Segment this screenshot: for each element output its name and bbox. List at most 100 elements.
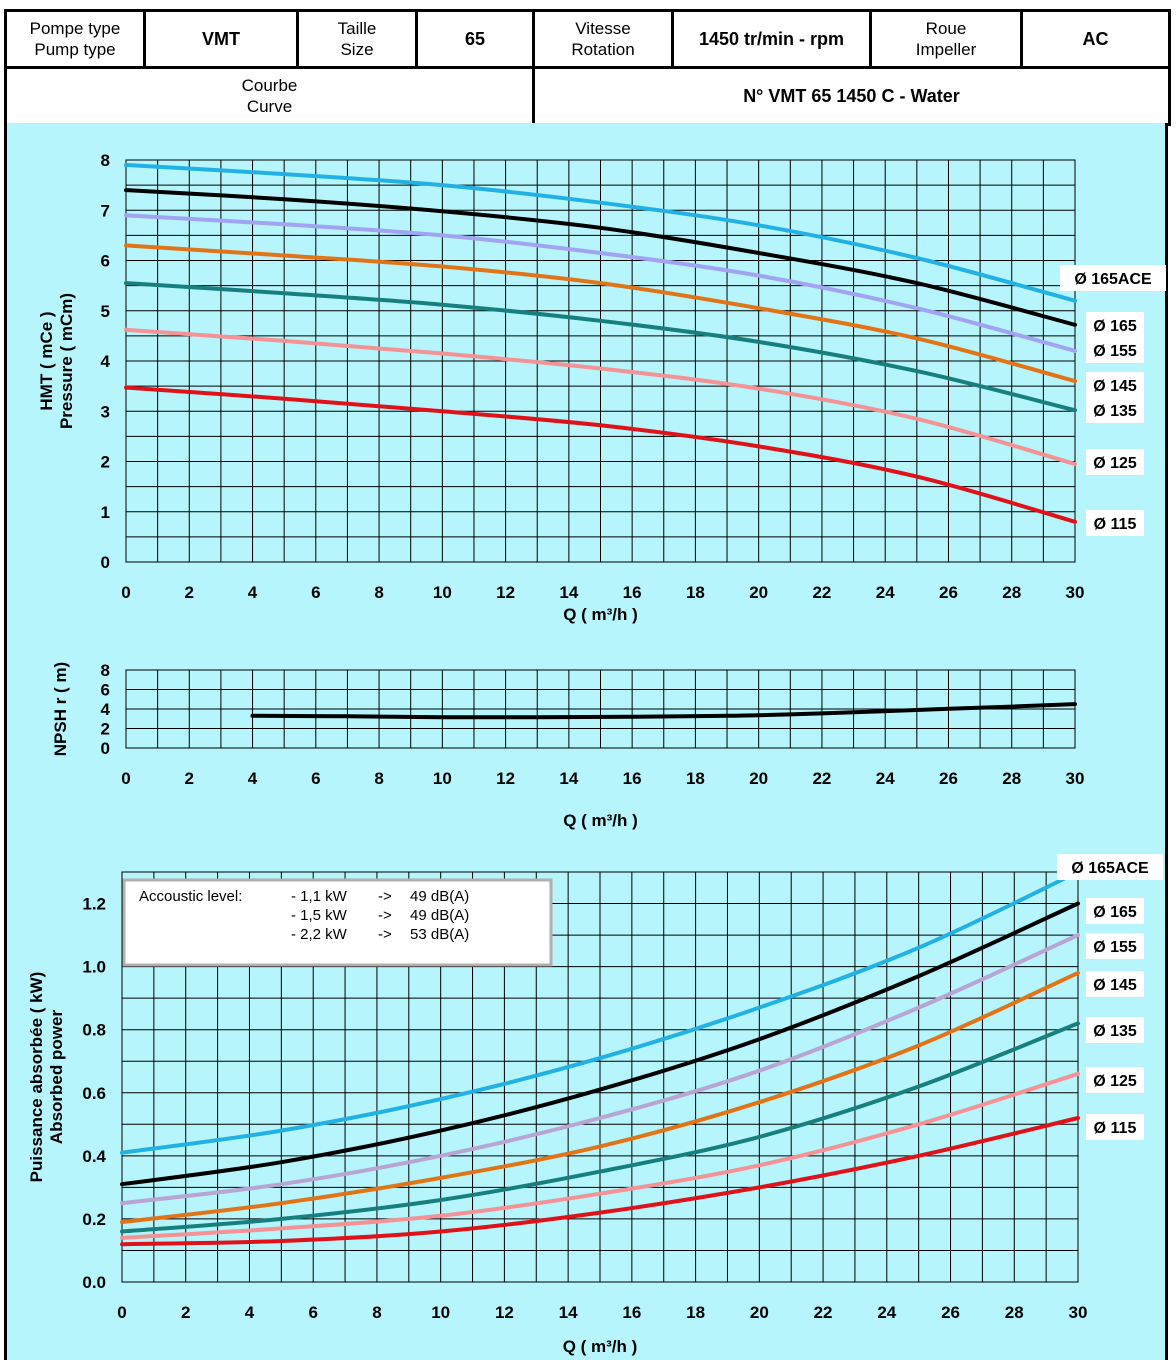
acoustic-row-level: 53 dB(A) (410, 926, 469, 943)
hmt-legend-125: Ø 125 (1086, 449, 1144, 475)
power-x-tick-label: 26 (941, 1303, 960, 1322)
hmt-legend-165ace: Ø 165ACE (1060, 265, 1166, 291)
power-legend-label: Ø 135 (1093, 1023, 1137, 1040)
power-legend-125: Ø 125 (1086, 1067, 1144, 1093)
npsh-x-tick-label: 0 (121, 769, 130, 788)
hmt-legend-box (1086, 337, 1144, 363)
npsh-x-tick-label: 22 (812, 769, 831, 788)
power-legend-box (1086, 1017, 1144, 1043)
npsh-x-tick-label: 10 (433, 769, 452, 788)
hmt-legend-label: Ø 145 (1093, 378, 1137, 395)
power-x-tick-label: 28 (1005, 1303, 1024, 1322)
power-legend-box (1086, 1114, 1144, 1140)
power-legend-165: Ø 165 (1086, 898, 1144, 924)
hmt-legend-box (1086, 397, 1144, 423)
acoustic-level-title: Accoustic level: (139, 888, 242, 905)
hmt-x-tick-label: 4 (248, 583, 258, 602)
power-x-tick-label: 14 (559, 1303, 578, 1322)
power-series-165ace (120, 870, 1080, 1155)
hmt-legend-box (1086, 372, 1144, 398)
power-series-155 (120, 933, 1080, 1206)
hmt-x-tick-label: 0 (121, 583, 130, 602)
hmt-series-125 (124, 327, 1077, 466)
power-series-125 (120, 1071, 1080, 1240)
power-x-axis-label: Q ( m³/h ) (563, 1337, 638, 1356)
npsh-x-tick-label: 14 (559, 769, 578, 788)
power-y-tick-label: 1.2 (82, 895, 106, 914)
power-legend-115: Ø 115 (1086, 1114, 1144, 1140)
hmt-x-tick-label: 22 (812, 583, 831, 602)
hmt-legend-label: Ø 125 (1093, 455, 1137, 472)
acoustic-level-box: Accoustic level: - 1,1 kW -> 49 dB(A) - 1,5 … (122, 878, 553, 967)
hmt-x-tick-label: 12 (496, 583, 515, 602)
hmt-x-tick-label: 20 (749, 583, 768, 602)
power-x-tick-label: 10 (431, 1303, 450, 1322)
hmt-x-tick-label: 8 (374, 583, 383, 602)
power-legend-145: Ø 145 (1086, 971, 1144, 997)
speed-label: Vitesse Rotation (532, 9, 674, 69)
power-x-tick-label: 2 (181, 1303, 190, 1322)
npsh-x-tick-label: 16 (623, 769, 642, 788)
power-x-tick-label: 8 (372, 1303, 381, 1322)
npsh-y-tick-label: 0 (101, 739, 110, 758)
power-y-tick-label: 0.8 (82, 1021, 106, 1040)
power-legend-label: Ø 125 (1093, 1073, 1137, 1090)
power-series-165 (120, 901, 1080, 1187)
hmt-legend-box (1086, 510, 1144, 536)
impeller-label: Roue Impeller (869, 9, 1023, 69)
hmt-y-tick-label: 8 (101, 151, 110, 170)
power-x-tick-label: 12 (495, 1303, 514, 1322)
power-legend-box (1086, 1067, 1144, 1093)
power-series-145 (120, 970, 1080, 1225)
hmt-legend-145: Ø 145 (1086, 372, 1144, 398)
power-y-tick-label: 0.6 (82, 1084, 106, 1103)
acoustic-row-arrow: -> (378, 907, 392, 924)
power-x-tick-label: 6 (308, 1303, 317, 1322)
hmt-legend-155: Ø 155 (1086, 337, 1144, 363)
power-y-tick-label: 1.0 (82, 958, 106, 977)
curve-label-en: Curve (246, 97, 293, 116)
speed-value: 1450 tr/min - rpm (671, 9, 872, 69)
hmt-series-165ace (124, 163, 1077, 303)
npsh-x-tick-label: 20 (749, 769, 768, 788)
hmt-x-tick-label: 6 (311, 583, 320, 602)
power-series-115 (120, 1116, 1080, 1247)
pump-type-label-fr: Pompe type (29, 19, 121, 38)
power-legend-label: Ø 145 (1093, 977, 1137, 994)
power-legend-label: Ø 165 (1093, 904, 1137, 921)
hmt-series-135 (124, 281, 1077, 413)
power-y-tick-label: 0.0 (82, 1273, 106, 1292)
npsh-x-tick-label: 12 (496, 769, 515, 788)
npsh-x-axis-label: Q ( m³/h ) (563, 811, 638, 830)
hmt-legend-label: Ø 165ACE (1074, 271, 1152, 288)
power-legend-box (1086, 898, 1144, 924)
speed-label-fr: Vitesse (575, 19, 631, 38)
power-legend-label: Ø 115 (1094, 1120, 1137, 1137)
npsh-x-tick-label: 18 (686, 769, 705, 788)
power-y-tick-label: 0.2 (82, 1210, 106, 1229)
hmt-x-tick-label: 30 (1066, 583, 1085, 602)
curve-label-fr: Courbe (241, 76, 298, 95)
power-y-axis-label-en: Absorbed power (47, 1010, 66, 1145)
acoustic-row-power: - 1,5 kW (291, 907, 348, 924)
power-legend-label: Ø 165ACE (1071, 860, 1149, 877)
pump-type-label-en: Pump type (34, 40, 116, 59)
hmt-x-tick-label: 2 (185, 583, 194, 602)
hmt-series-115 (124, 385, 1077, 524)
hmt-plot-border (125, 159, 1076, 563)
acoustic-row-power: - 2,2 kW (291, 926, 348, 943)
hmt-legend-165: Ø 165 (1086, 312, 1144, 338)
hmt-y-tick-label: 1 (101, 503, 110, 522)
acoustic-row-level: 49 dB(A) (410, 907, 469, 924)
power-x-tick-label: 18 (686, 1303, 705, 1322)
hmt-legend-box (1086, 449, 1144, 475)
size-value: 65 (415, 9, 535, 69)
acoustic-row-level: 49 dB(A) (410, 888, 469, 905)
acoustic-row-arrow: -> (378, 926, 392, 943)
power-x-tick-label: 24 (877, 1303, 896, 1322)
power-x-tick-label: 4 (245, 1303, 255, 1322)
hmt-x-tick-label: 18 (686, 583, 705, 602)
hmt-x-tick-label: 26 (939, 583, 958, 602)
power-x-tick-label: 20 (750, 1303, 769, 1322)
